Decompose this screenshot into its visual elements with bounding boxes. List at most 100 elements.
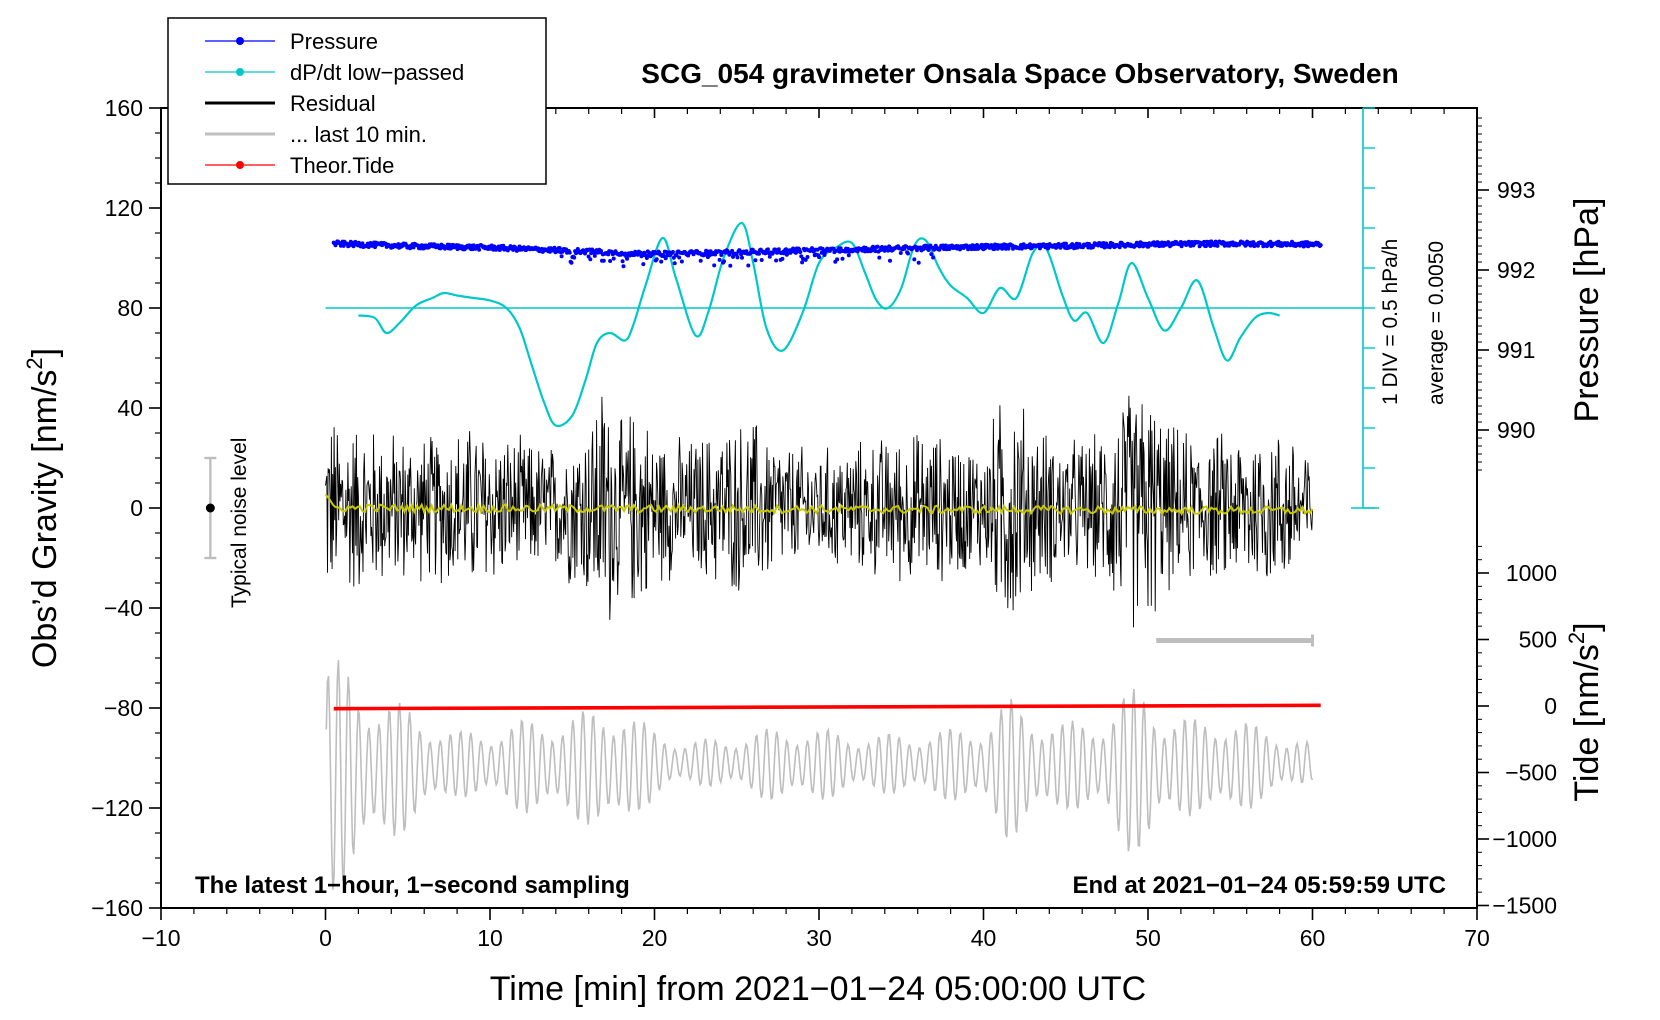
- pressure-point: [717, 257, 722, 262]
- noise-level-label: Typical noise level: [228, 438, 251, 608]
- pressure-point: [557, 246, 562, 251]
- pressure-point: [641, 262, 646, 267]
- last-10-min-series: [325, 660, 1314, 890]
- pressure-point: [728, 263, 733, 268]
- noise-level-indicator: [204, 456, 217, 560]
- x-tick-label: 10: [477, 925, 503, 951]
- pressure-point: [1104, 241, 1109, 246]
- pressure-point: [659, 259, 664, 264]
- pressure-point: [766, 247, 770, 252]
- pressure-point: [877, 255, 882, 260]
- legend: Pressure dP/dt low−passed Residual ... last…: [167, 17, 547, 185]
- y-axis-tide: 1000 500 0 −500 −1000 −1500: [1477, 545, 1557, 919]
- pressure-point: [722, 259, 726, 264]
- pressure-point: [625, 256, 630, 261]
- x-axis: −10 0 10 20 30 40 50 60 70: [141, 108, 1490, 951]
- x-tick-label: 20: [642, 925, 668, 951]
- pressure-point: [820, 246, 825, 251]
- legend-label: Theor.Tide: [290, 153, 394, 178]
- pressure-point: [599, 249, 604, 253]
- y-axis-pressure-title: Pressure [hPa]: [1568, 198, 1606, 423]
- pressure-point: [606, 252, 611, 257]
- pressure-point: [898, 251, 903, 255]
- pressure-point: [757, 251, 761, 256]
- pressure-tick-label: 992: [1497, 257, 1535, 283]
- pressure-point: [800, 260, 805, 265]
- x-tick-label: 0: [319, 925, 332, 951]
- pressure-point: [929, 252, 934, 257]
- pressure-point: [663, 256, 668, 261]
- pressure-point: [501, 243, 506, 248]
- pressure-point: [670, 250, 675, 254]
- pressure-point: [477, 247, 482, 252]
- y-tick-label: −80: [104, 695, 143, 721]
- tide-tick-label: −500: [1505, 760, 1557, 786]
- legend-marker: [236, 37, 244, 45]
- pressure-point: [926, 248, 931, 252]
- tide-line: [333, 703, 1321, 711]
- y-tick-label: −40: [104, 595, 143, 621]
- residual-series: [325, 395, 1313, 628]
- pressure-point: [712, 263, 717, 268]
- pressure-point: [784, 247, 788, 252]
- last-10-min-line: [325, 660, 1314, 890]
- y-axis-left-title-text: Obs’d Gravity [nm/s: [26, 370, 64, 669]
- tide-tick-label: −1000: [1492, 826, 1557, 852]
- pressure-point: [567, 250, 572, 255]
- pressure-point: [698, 258, 703, 263]
- x-tick-label: 30: [806, 925, 832, 951]
- pressure-point: [572, 255, 577, 260]
- pressure-tick-label: 991: [1497, 337, 1535, 363]
- pressure-point: [620, 259, 625, 264]
- x-tick-label: 40: [971, 925, 997, 951]
- legend-label: ... last 10 min.: [290, 122, 427, 147]
- pressure-point: [746, 263, 751, 268]
- pressure-point: [611, 256, 616, 261]
- tide-series: [333, 703, 1321, 711]
- tide-tick-label: 0: [1544, 693, 1557, 719]
- pressure-point: [846, 253, 851, 258]
- pressure-point: [679, 259, 684, 264]
- pressure-point: [798, 250, 803, 254]
- y-axis-tide-title: Tide [nm/s2]: [1564, 622, 1606, 801]
- dpdt-average-label: average = 0.0050: [1425, 241, 1448, 405]
- pressure-point: [916, 260, 921, 265]
- pressure-point: [740, 255, 744, 260]
- pressure-point: [677, 255, 682, 260]
- y-axis-left-title: Obs’d Gravity [nm/s2]: [22, 348, 64, 668]
- residual-mean-series: [324, 493, 1314, 517]
- pressure-series: [331, 239, 1323, 269]
- y-axis-tide-title-sup: 2: [1564, 632, 1589, 644]
- bottom-right-note: End at 2021−01−24 05:59:59 UTC: [1072, 872, 1446, 899]
- pressure-point: [888, 258, 892, 263]
- dpdt-series: [358, 221, 1280, 428]
- x-tick-label: 50: [1135, 925, 1161, 951]
- pressure-point: [886, 248, 891, 253]
- legend-marker: [236, 161, 244, 169]
- pressure-point: [411, 245, 416, 250]
- y-axis-left-title-sup: 2: [22, 357, 47, 369]
- y-tick-label: 0: [130, 495, 143, 521]
- y-axis-pressure: 993 992 991 990: [1477, 117, 1535, 471]
- tide-tick-label: −1500: [1492, 893, 1557, 919]
- pressure-point: [835, 257, 840, 262]
- pressure-point: [730, 248, 735, 253]
- legend-box: [167, 17, 547, 185]
- pressure-point: [912, 257, 917, 262]
- y-tick-label: 160: [105, 95, 143, 121]
- pressure-point: [875, 244, 880, 249]
- residual-line: [325, 395, 1313, 628]
- pressure-point: [735, 255, 740, 260]
- pressure-point: [753, 258, 758, 263]
- pressure-point: [1063, 241, 1068, 246]
- pressure-point: [840, 256, 845, 261]
- pressure-point: [1215, 243, 1220, 248]
- pressure-point: [588, 257, 593, 262]
- pressure-point: [674, 253, 679, 258]
- pressure-point: [1151, 240, 1156, 245]
- legend-label: Pressure: [290, 29, 378, 54]
- pressure-point: [672, 261, 677, 266]
- dpdt-scale-bar: [325, 107, 1379, 509]
- pressure-point: [1318, 243, 1323, 248]
